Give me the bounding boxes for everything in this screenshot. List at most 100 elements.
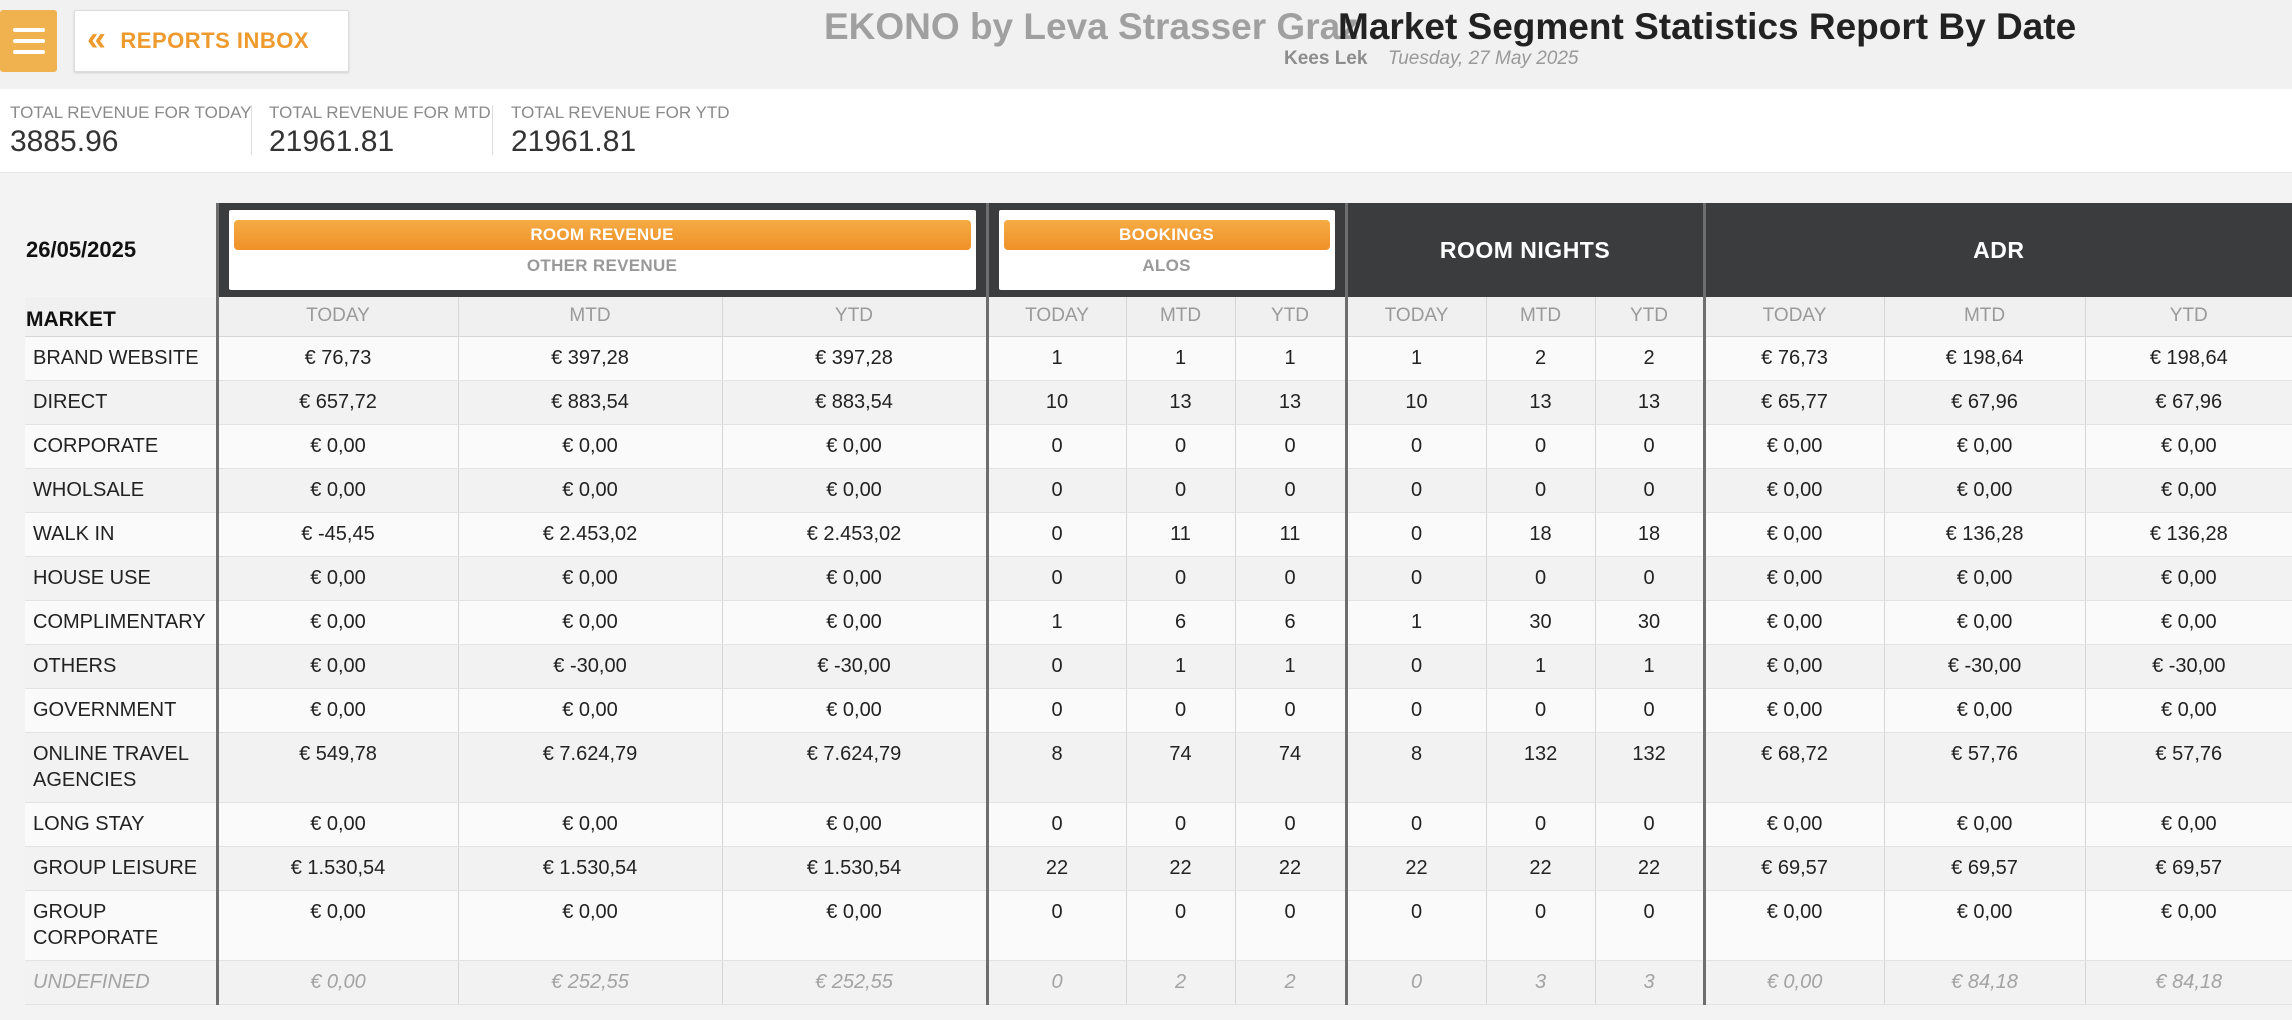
- divider: [251, 105, 252, 155]
- table-cell: 0: [1485, 890, 1596, 961]
- table-cell: € 68,72: [1702, 732, 1885, 803]
- table-cell: 1: [1344, 336, 1487, 381]
- market-name-cell: DIRECT: [25, 380, 217, 425]
- table-cell: € 0,00: [1702, 556, 1885, 601]
- bookings-toggle-button[interactable]: BOOKINGS: [1003, 220, 1330, 250]
- column-header-today: TODAY: [985, 297, 1127, 337]
- report-date: Tuesday, 27 May 2025: [1388, 48, 1579, 69]
- table-cell: 0: [1344, 424, 1487, 469]
- table-row[interactable]: HOUSE USE € 0,00 € 0,00 € 0,00 0 0 0 0 0 0 € 0,00 €…: [25, 556, 2292, 601]
- table-cell: € 397,28: [721, 336, 988, 381]
- alos-toggle-button[interactable]: ALOS: [1142, 256, 1191, 275]
- bookings-toggle: BOOKINGS ALOS: [998, 210, 1335, 290]
- table-cell: 0: [1485, 468, 1596, 513]
- table-row[interactable]: GROUP LEISURE € 1.530,54 € 1.530,54 € 1.530…: [25, 846, 2292, 891]
- table-cell: 0: [985, 644, 1127, 689]
- table-cell: 3: [1594, 960, 1705, 1005]
- market-name-cell: HOUSE USE: [25, 556, 217, 601]
- table-row[interactable]: COMPLIMENTARY € 0,00 € 0,00 € 0,00 1 6 6 1 30 30 €…: [25, 600, 2292, 645]
- market-segment-table: 26/05/2025 ROOM REVENUE OTHER REVENUE BO…: [25, 203, 2292, 1005]
- table-cell: € 57,76: [1883, 732, 2086, 803]
- table-cell: € 0,00: [1883, 688, 2086, 733]
- table-cell: 13: [1485, 380, 1596, 425]
- table-cell: 0: [1594, 890, 1705, 961]
- table-cell: € 69,57: [1702, 846, 1885, 891]
- table-row[interactable]: WALK IN € -45,45 € 2.453,02 € 2.453,02 0 11 11…: [25, 512, 2292, 557]
- table-cell: 0: [1344, 512, 1487, 557]
- table-row[interactable]: DIRECT € 657,72 € 883,54 € 883,54 10 13 13 10 13…: [25, 380, 2292, 425]
- total-ytd: TOTAL REVENUE FOR YTD 21961.81: [511, 103, 730, 159]
- table-cell: 22: [985, 846, 1127, 891]
- table-cell: 0: [985, 890, 1127, 961]
- table-cell: € 0,00: [457, 556, 722, 601]
- totals-bar: TOTAL REVENUE FOR TODAY 3885.96 TOTAL RE…: [0, 89, 2292, 173]
- market-name-cell: UNDEFINED: [25, 960, 217, 1005]
- table-cell: 1: [1485, 644, 1596, 689]
- table-cell: € -30,00: [2084, 644, 2292, 689]
- table-cell: 0: [1594, 468, 1705, 513]
- table-cell: € 549,78: [215, 732, 458, 803]
- table-cell: 0: [1234, 890, 1347, 961]
- table-cell: € 252,55: [721, 960, 988, 1005]
- market-name-cell: ONLINE TRAVEL AGENCIES: [25, 732, 217, 803]
- table-cell: 8: [1344, 732, 1487, 803]
- table-row[interactable]: BRAND WEBSITE € 76,73 € 397,28 € 397,28 1 1 1 1…: [25, 336, 2292, 381]
- table-cell: € 0,00: [1883, 890, 2086, 961]
- table-row[interactable]: GROUP CORPORATE € 0,00 € 0,00 € 0,00 0 0 0 0 0 0 €…: [25, 890, 2292, 961]
- report-table-area: 26/05/2025 ROOM REVENUE OTHER REVENUE BO…: [0, 173, 2292, 1020]
- table-row[interactable]: ONLINE TRAVEL AGENCIES € 549,78 € 7.624,79…: [25, 732, 2292, 803]
- room-revenue-toggle-button[interactable]: ROOM REVENUE: [233, 220, 971, 250]
- table-cell: € 84,18: [1883, 960, 2086, 1005]
- column-header-today: TODAY: [1702, 297, 1885, 337]
- table-cell: € 0,00: [1702, 802, 1885, 847]
- table-row[interactable]: UNDEFINED € 0,00 € 252,55 € 252,55 0 2 2 0 3 3 € 0…: [25, 960, 2292, 1005]
- table-cell: 0: [1125, 556, 1236, 601]
- table-cell: 0: [1594, 802, 1705, 847]
- table-cell: 30: [1594, 600, 1705, 645]
- table-cell: € 657,72: [215, 380, 458, 425]
- market-name-cell: OTHERS: [25, 644, 217, 689]
- table-cell: € 0,00: [215, 688, 458, 733]
- table-row[interactable]: OTHERS € 0,00 € -30,00 € -30,00 0 1 1 0 1 1 € 0,00…: [25, 644, 2292, 689]
- table-row[interactable]: CORPORATE € 0,00 € 0,00 € 0,00 0 0 0 0 0 0 € 0,00 €…: [25, 424, 2292, 469]
- table-cell: € 0,00: [457, 600, 722, 645]
- table-cell: 30: [1485, 600, 1596, 645]
- reports-inbox-button[interactable]: « REPORTS INBOX: [74, 10, 349, 72]
- total-ytd-value: 21961.81: [511, 125, 637, 158]
- table-cell: 74: [1125, 732, 1236, 803]
- column-header-ytd: YTD: [1234, 297, 1347, 337]
- table-cell: € 65,77: [1702, 380, 1885, 425]
- hamburger-menu-button[interactable]: [0, 10, 57, 72]
- table-cell: € 76,73: [215, 336, 458, 381]
- table-cell: 0: [1234, 468, 1347, 513]
- column-header-ytd: YTD: [721, 297, 988, 337]
- bookings-group-header: BOOKINGS ALOS: [985, 203, 1347, 297]
- table-cell: 18: [1594, 512, 1705, 557]
- table-cell: 0: [1125, 424, 1236, 469]
- table-cell: 0: [1234, 802, 1347, 847]
- column-header-ytd: YTD: [1594, 297, 1705, 337]
- table-cell: 0: [985, 802, 1127, 847]
- table-cell: € 0,00: [1883, 802, 2086, 847]
- table-row[interactable]: GOVERNMENT € 0,00 € 0,00 € 0,00 0 0 0 0 0 0 € 0,00…: [25, 688, 2292, 733]
- market-column-header: MARKET: [25, 297, 217, 337]
- market-name-cell: COMPLIMENTARY: [25, 600, 217, 645]
- table-cell: 10: [985, 380, 1127, 425]
- table-cell: 0: [1344, 890, 1487, 961]
- table-cell: € 0,00: [721, 802, 988, 847]
- table-cell: 0: [1234, 424, 1347, 469]
- adr-group-header: ADR: [1702, 203, 2292, 297]
- table-cell: 0: [985, 688, 1127, 733]
- table-cell: 1: [1125, 336, 1236, 381]
- table-cell: € 0,00: [1702, 424, 1885, 469]
- table-row[interactable]: WHOLSALE € 0,00 € 0,00 € 0,00 0 0 0 0 0 0 € 0,00 € …: [25, 468, 2292, 513]
- other-revenue-toggle-button[interactable]: OTHER REVENUE: [526, 256, 678, 275]
- table-row[interactable]: LONG STAY € 0,00 € 0,00 € 0,00 0 0 0 0 0 0 € 0,00 €…: [25, 802, 2292, 847]
- table-cell: 13: [1234, 380, 1347, 425]
- hotel-name: EKONO by Leva Strasser Graz: [824, 6, 1359, 47]
- table-cell: € -30,00: [457, 644, 722, 689]
- column-header-mtd: MTD: [457, 297, 722, 337]
- table-cell: 22: [1125, 846, 1236, 891]
- table-cell: € 0,00: [457, 688, 722, 733]
- table-cell: € 0,00: [215, 556, 458, 601]
